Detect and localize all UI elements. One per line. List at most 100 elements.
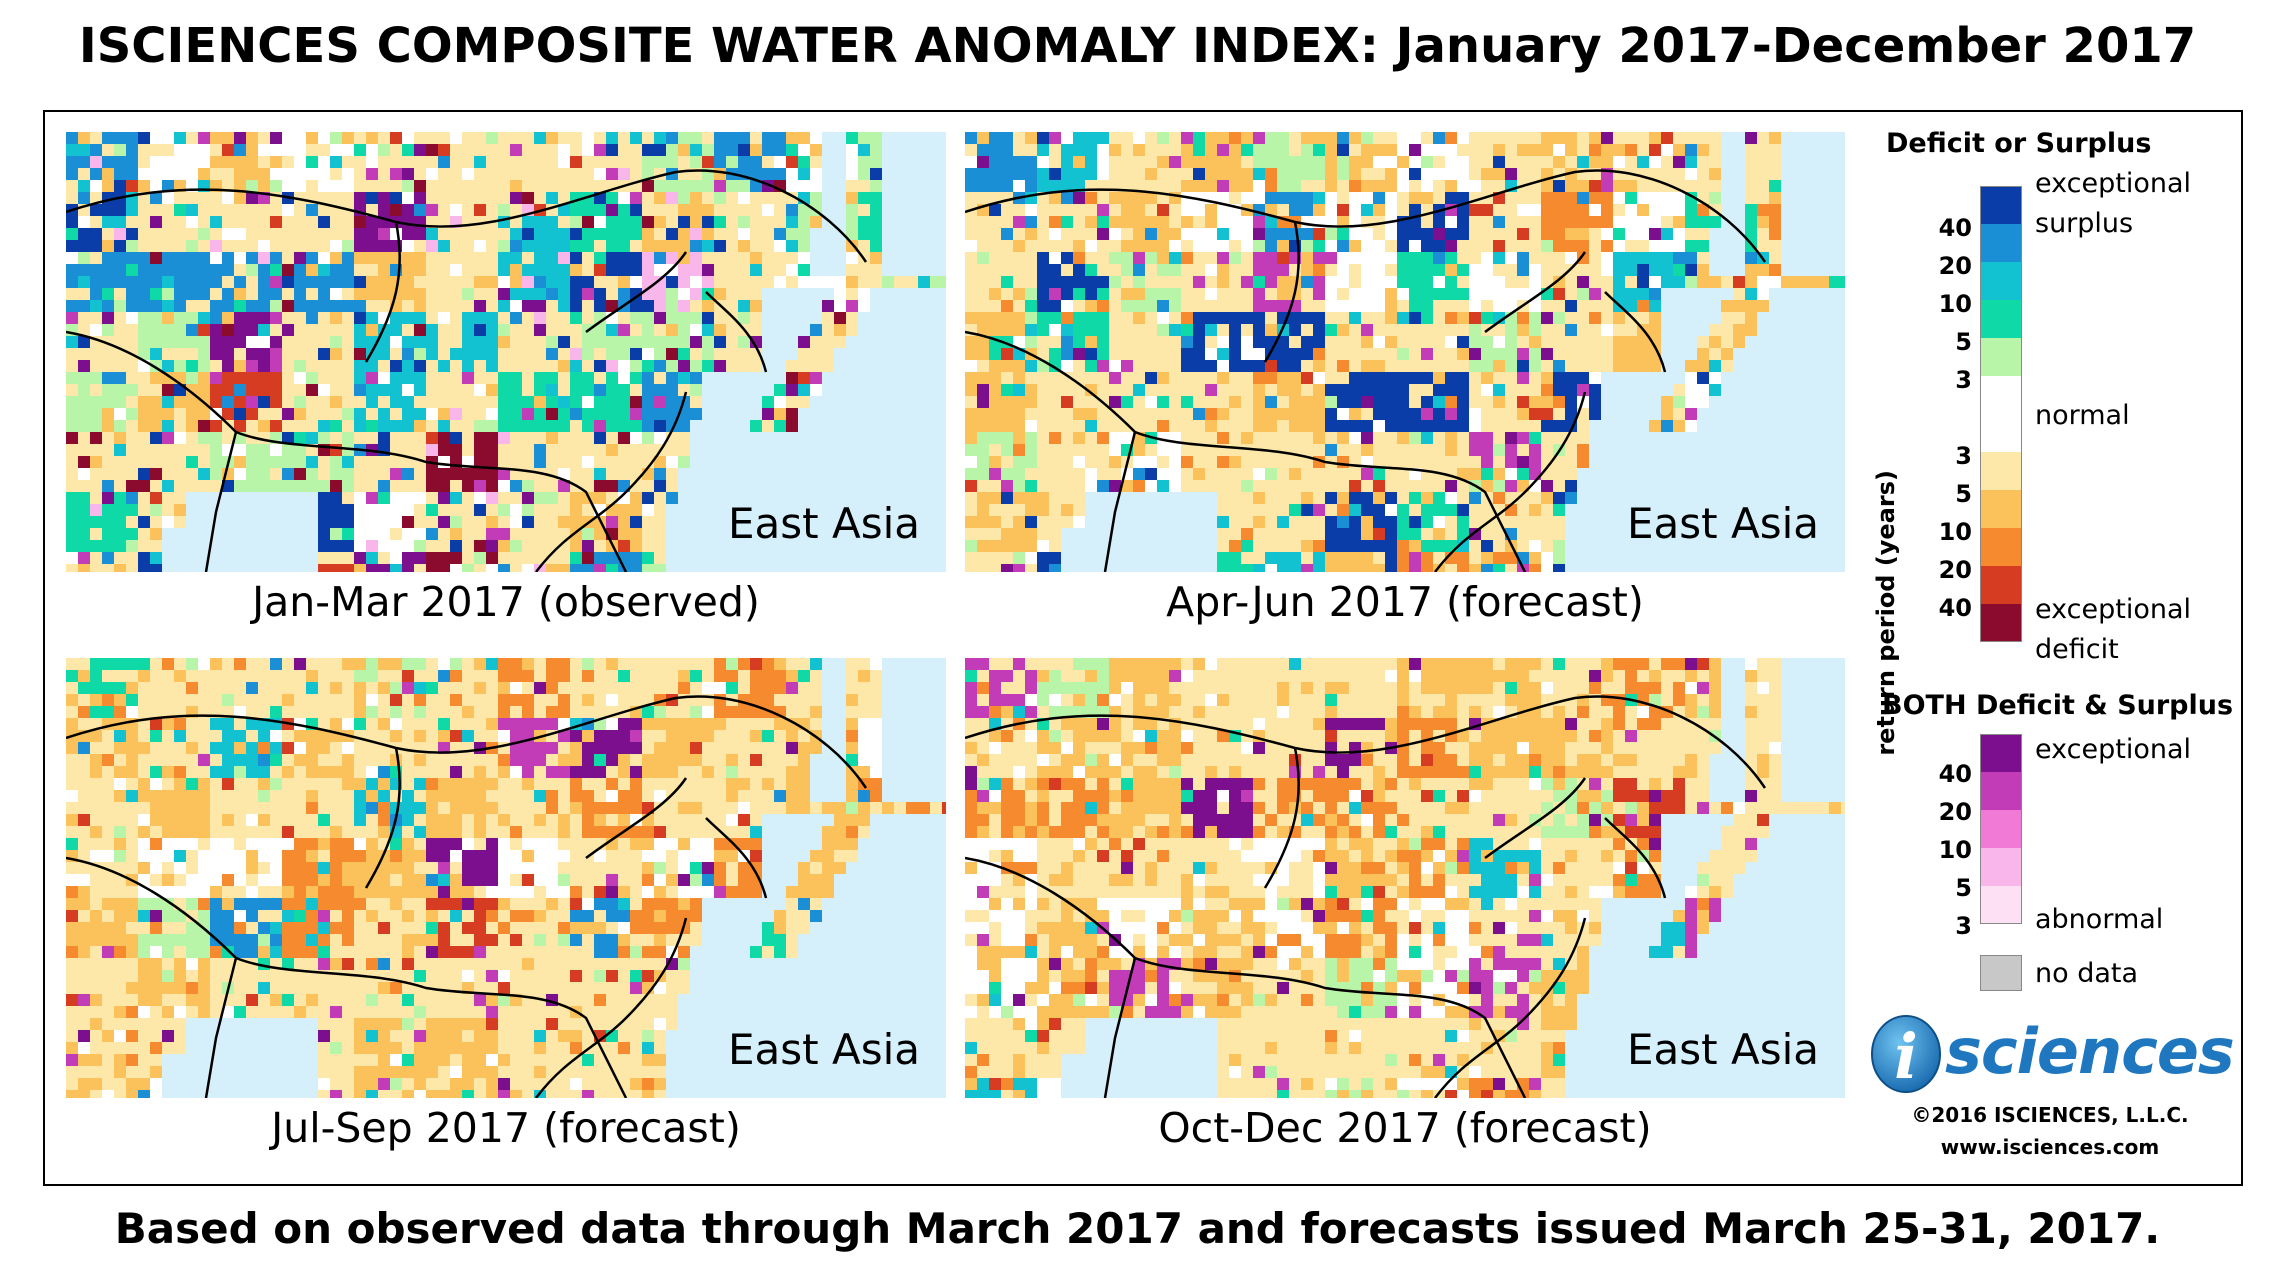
- map-cell: [102, 540, 114, 552]
- map-cell: [66, 384, 78, 396]
- map-cell: [354, 528, 366, 540]
- map-cell: [714, 312, 726, 324]
- map-cell: [366, 216, 378, 228]
- map-cell: [977, 372, 989, 384]
- map-cell: [162, 718, 174, 730]
- map-cell: [1217, 516, 1229, 528]
- map-cell: [1013, 384, 1025, 396]
- map-cell: [1673, 420, 1685, 432]
- map-cell: [1145, 276, 1157, 288]
- map-cell: [618, 432, 630, 444]
- map-cell: [270, 216, 282, 228]
- country-border: [965, 169, 1767, 263]
- map-cell: [66, 742, 78, 754]
- map-cell: [1445, 288, 1457, 300]
- map-cell: [366, 372, 378, 384]
- map-cell: [1061, 216, 1073, 228]
- map-cell: [426, 264, 438, 276]
- map-cell: [378, 360, 390, 372]
- map-cell: [1337, 276, 1349, 288]
- map-cell: [1433, 144, 1445, 156]
- map-cell: [1565, 216, 1577, 228]
- map-cell: [1541, 492, 1553, 504]
- map-cell: [1517, 168, 1529, 180]
- map-cell: [1109, 396, 1121, 408]
- map-cell: [354, 682, 366, 694]
- map-cell: [1673, 168, 1685, 180]
- map-cell: [522, 396, 534, 408]
- map-cell: [546, 240, 558, 252]
- map-cell: [1265, 468, 1277, 480]
- map-cell: [654, 360, 666, 372]
- map-cell: [294, 432, 306, 444]
- map-cell: [798, 348, 810, 360]
- map-cell: [582, 252, 594, 264]
- map-cell: [522, 216, 534, 228]
- map-cell: [546, 180, 558, 192]
- map-cell: [78, 682, 90, 694]
- map-cell: [1001, 216, 1013, 228]
- map-cell: [1241, 456, 1253, 468]
- map-cell: [1085, 348, 1097, 360]
- map-cell: [678, 790, 690, 802]
- map-cell: [1433, 372, 1445, 384]
- map-cell: [846, 288, 858, 300]
- map-cell: [846, 694, 858, 706]
- map-cell: [318, 324, 330, 336]
- map-cell: [246, 288, 258, 300]
- map-cell: [1313, 360, 1325, 372]
- map-cell: [414, 192, 426, 204]
- map-cell: [1613, 324, 1625, 336]
- map-cell: [1457, 192, 1469, 204]
- map-cell: [1073, 348, 1085, 360]
- map-cell: [174, 324, 186, 336]
- map-cell: [726, 730, 738, 742]
- map-cell: [1181, 300, 1193, 312]
- map-cell: [1709, 132, 1721, 144]
- map-cell: [594, 540, 606, 552]
- map-cell: [522, 180, 534, 192]
- map-cell: [186, 694, 198, 706]
- map-cell: [90, 754, 102, 766]
- map-cell: [1361, 408, 1373, 420]
- map-cell: [1301, 276, 1313, 288]
- map-cell: [1145, 144, 1157, 156]
- map-cell: [1193, 156, 1205, 168]
- map-cell: [78, 444, 90, 456]
- map-cell: [450, 468, 462, 480]
- map-cell: [474, 516, 486, 528]
- map-cell: [594, 348, 606, 360]
- map-cell: [234, 670, 246, 682]
- map-cell: [1325, 492, 1337, 504]
- map-cell: [330, 790, 342, 802]
- map-cell: [186, 420, 198, 432]
- map-cell: [366, 468, 378, 480]
- map-cell: [102, 564, 114, 572]
- map-cell: [702, 348, 714, 360]
- map-cell: [977, 300, 989, 312]
- map-cell: [846, 252, 858, 264]
- map-cell: [222, 324, 234, 336]
- map-cell: [846, 216, 858, 228]
- map-cell: [390, 480, 402, 492]
- map-cell: [234, 420, 246, 432]
- map-cell: [150, 144, 162, 156]
- map-cell: [90, 564, 102, 572]
- map-cell: [1649, 288, 1661, 300]
- map-cell: [1313, 168, 1325, 180]
- map-cell: [1301, 132, 1313, 144]
- map-cell: [570, 468, 582, 480]
- map-cell: [1061, 444, 1073, 456]
- map-cell: [750, 778, 762, 790]
- map-cell: [582, 540, 594, 552]
- map-cell: [774, 252, 786, 264]
- map-cell: [546, 288, 558, 300]
- map-cell: [1685, 180, 1697, 192]
- map-cell: [1277, 156, 1289, 168]
- map-cell: [1145, 132, 1157, 144]
- map-cell: [1289, 156, 1301, 168]
- map-cell: [630, 288, 642, 300]
- map-cell: [1073, 324, 1085, 336]
- map-cell: [534, 456, 546, 468]
- map-cell: [1277, 252, 1289, 264]
